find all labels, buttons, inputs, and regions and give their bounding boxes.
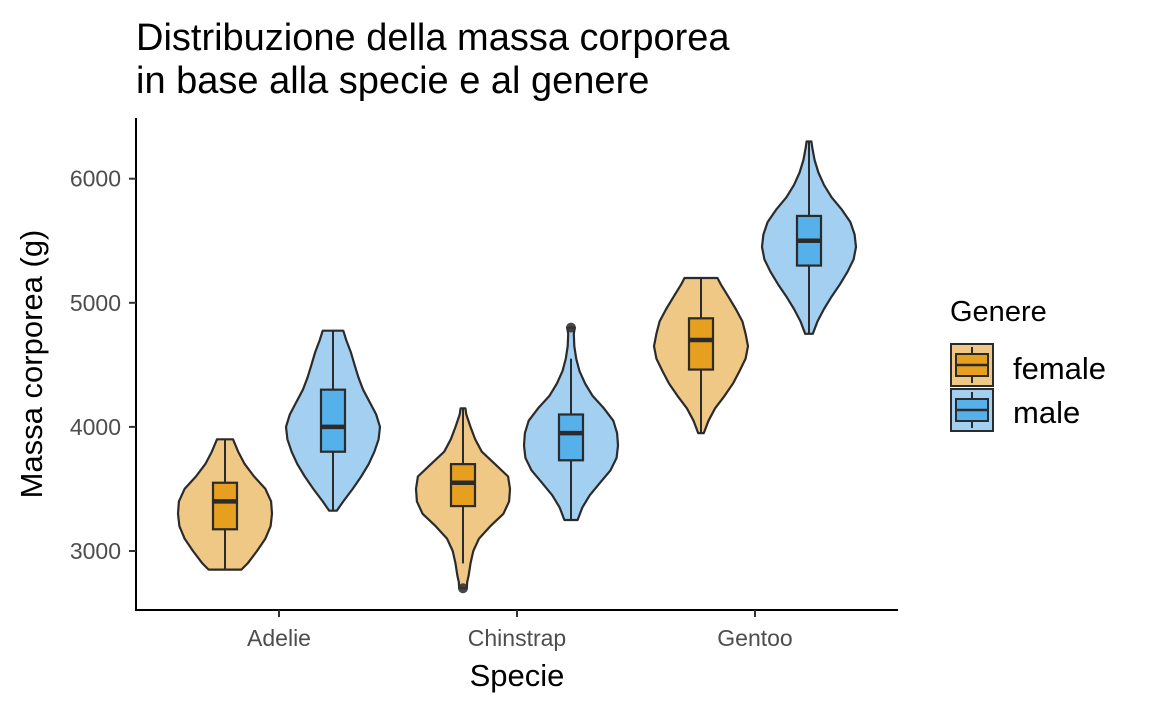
y-tick-label-6000: 6000 [70, 166, 121, 192]
chart-title-line-1: Distribuzione della massa corporea [136, 17, 730, 59]
x-tick-label-adelie: Adelie [247, 625, 311, 651]
x-tick-label-gentoo: Gentoo [717, 625, 792, 651]
legend-label-male: male [1013, 395, 1080, 430]
box-female-chinstrap [449, 463, 477, 508]
box-male-adelie [319, 388, 347, 453]
box-male-chinstrap [557, 413, 585, 462]
legend-label-female: female [1013, 351, 1106, 386]
legend-keys [950, 343, 994, 432]
box-female-gentoo [687, 317, 715, 371]
legend: Genere female male [950, 296, 1106, 432]
x-tick-label-chinstrap: Chinstrap [468, 625, 566, 651]
legend-key-male [950, 388, 994, 432]
legend-key-female [950, 343, 994, 387]
outlier-male-chinstrap-0 [566, 322, 576, 333]
chart-title-line-2: in base alla specie e al genere [136, 60, 649, 102]
legend-title: Genere [950, 296, 1047, 328]
box-female-adelie [211, 481, 239, 531]
y-axis-ticks: 3000 4000 5000 6000 [70, 166, 136, 564]
y-tick-label-5000: 5000 [70, 290, 121, 316]
y-axis-title: Massa corporea (g) [14, 230, 49, 499]
y-tick-label-4000: 4000 [70, 414, 121, 440]
plot-area [176, 140, 858, 594]
x-axis-ticks: Adelie Chinstrap Gentoo [247, 610, 793, 651]
y-tick-label-3000: 3000 [70, 538, 121, 564]
chart-title: Distribuzione della massa corporea in ba… [136, 17, 730, 102]
outlier-female-chinstrap-0 [458, 583, 468, 594]
x-axis-title: Specie [470, 658, 565, 693]
